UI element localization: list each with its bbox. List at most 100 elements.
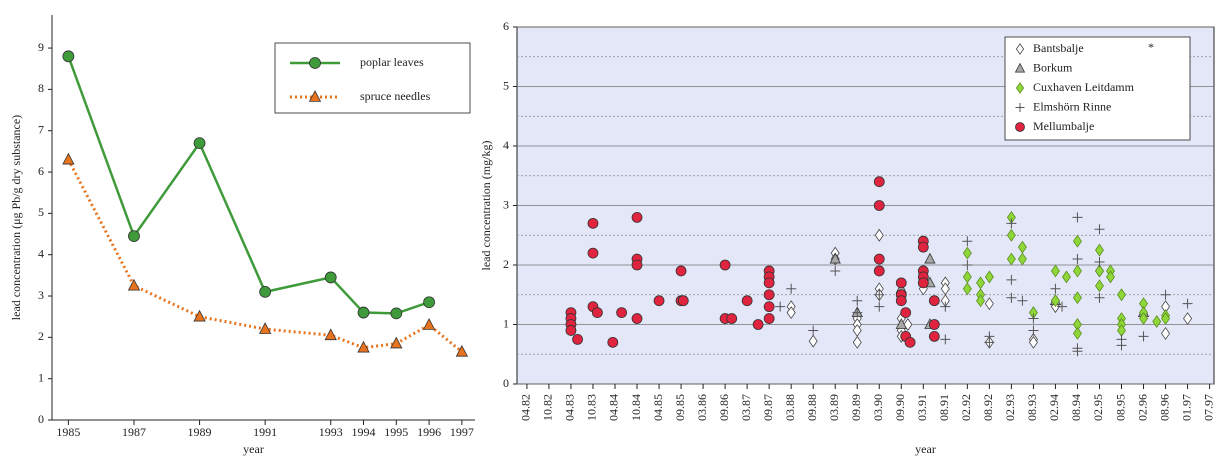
y-tick-label: 5 bbox=[503, 78, 509, 92]
marker bbox=[1106, 270, 1115, 284]
marker bbox=[763, 313, 775, 324]
marker bbox=[1015, 82, 1025, 94]
marker bbox=[631, 211, 643, 223]
y-tick-label: 1 bbox=[503, 316, 509, 330]
marker bbox=[719, 259, 731, 271]
marker bbox=[1006, 218, 1017, 229]
marker bbox=[984, 337, 995, 348]
marker bbox=[1015, 122, 1025, 132]
marker bbox=[940, 301, 951, 312]
marker bbox=[1094, 292, 1105, 303]
x-tick-label: 1987 bbox=[122, 425, 146, 439]
x-tick-label: 1996 bbox=[417, 425, 441, 439]
marker bbox=[1015, 103, 1025, 112]
x-tick-label: 09.86 bbox=[717, 394, 731, 421]
marker bbox=[357, 306, 370, 319]
marker bbox=[62, 152, 75, 165]
y-tick-label: 9 bbox=[38, 40, 44, 54]
x-tick-label: 09.89 bbox=[849, 394, 863, 421]
x-tick-label: 1985 bbox=[56, 425, 80, 439]
marker bbox=[631, 313, 643, 324]
marker bbox=[928, 319, 940, 330]
legend-label: Elmshörn Rinne bbox=[1033, 99, 1111, 113]
legend-label: Mellumbalje bbox=[1033, 119, 1094, 133]
annotation: * bbox=[1148, 40, 1154, 54]
marker bbox=[1028, 335, 1038, 349]
marker bbox=[1006, 274, 1017, 285]
x-tick-label: 03.89 bbox=[827, 394, 841, 421]
x-tick-label: 10.82 bbox=[541, 394, 555, 421]
marker bbox=[422, 318, 436, 330]
marker bbox=[1015, 43, 1025, 55]
marker bbox=[675, 265, 687, 277]
x-tick-label: 02.93 bbox=[1003, 394, 1017, 421]
marker bbox=[1094, 257, 1105, 268]
marker bbox=[1072, 212, 1083, 223]
x-tick-label: 04.85 bbox=[651, 394, 665, 421]
marker bbox=[874, 289, 885, 300]
marker bbox=[607, 336, 619, 348]
y-tick-label: 8 bbox=[38, 81, 44, 95]
marker bbox=[1161, 326, 1171, 340]
legend-box bbox=[274, 42, 471, 114]
marker bbox=[1028, 313, 1039, 324]
legend-label: poplar leaves bbox=[360, 55, 424, 69]
marker bbox=[1160, 289, 1171, 300]
marker bbox=[677, 295, 689, 307]
marker bbox=[357, 340, 370, 353]
marker bbox=[984, 297, 994, 311]
x-tick-label: 02.95 bbox=[1091, 394, 1105, 421]
marker bbox=[852, 335, 862, 349]
marker bbox=[193, 309, 206, 322]
marker bbox=[763, 289, 775, 301]
x-tick-label: 08.94 bbox=[1069, 394, 1083, 421]
y-tick-label: 3 bbox=[38, 288, 44, 302]
marker bbox=[1072, 291, 1082, 305]
marker bbox=[390, 336, 403, 349]
marker bbox=[874, 228, 884, 242]
marker bbox=[1050, 294, 1060, 308]
marker bbox=[1117, 288, 1126, 302]
marker bbox=[1139, 312, 1149, 326]
x-tick-label: 03.88 bbox=[783, 394, 797, 421]
x-tick-label: 1993 bbox=[319, 425, 343, 439]
y-tick-label: 0 bbox=[38, 412, 44, 426]
marker bbox=[1072, 254, 1083, 265]
marker bbox=[1057, 301, 1068, 312]
legend-label: spruce needles bbox=[360, 89, 431, 103]
marker bbox=[852, 295, 863, 306]
marker bbox=[455, 344, 469, 357]
marker bbox=[1116, 340, 1127, 351]
marker bbox=[631, 259, 643, 271]
marker bbox=[324, 328, 337, 341]
marker bbox=[962, 246, 972, 260]
marker bbox=[752, 319, 764, 330]
marker bbox=[1006, 228, 1016, 242]
marker bbox=[873, 265, 885, 277]
marker bbox=[984, 270, 994, 284]
marker bbox=[653, 295, 665, 307]
y-axis-label: lead concentration (mg/kg) bbox=[479, 141, 493, 271]
marker bbox=[1094, 243, 1104, 257]
marker bbox=[1061, 270, 1071, 284]
marker bbox=[259, 285, 272, 298]
y-tick-label: 6 bbox=[38, 164, 44, 178]
marker bbox=[1017, 252, 1027, 266]
marker bbox=[917, 277, 929, 289]
marker bbox=[308, 90, 322, 102]
y-tick-label: 2 bbox=[503, 257, 509, 271]
marker bbox=[940, 334, 951, 345]
x-tick-label: 01.97 bbox=[1179, 394, 1193, 421]
marker bbox=[127, 278, 141, 291]
x-tick-label: 03.86 bbox=[695, 394, 709, 421]
x-axis-label: year bbox=[915, 442, 936, 456]
marker bbox=[1072, 234, 1082, 248]
marker bbox=[763, 277, 775, 289]
marker bbox=[775, 301, 786, 312]
marker bbox=[62, 50, 75, 63]
x-tick-label: 1989 bbox=[188, 425, 212, 439]
marker bbox=[1014, 62, 1026, 73]
x-tick-label: 08.92 bbox=[981, 394, 995, 421]
marker bbox=[726, 313, 738, 324]
